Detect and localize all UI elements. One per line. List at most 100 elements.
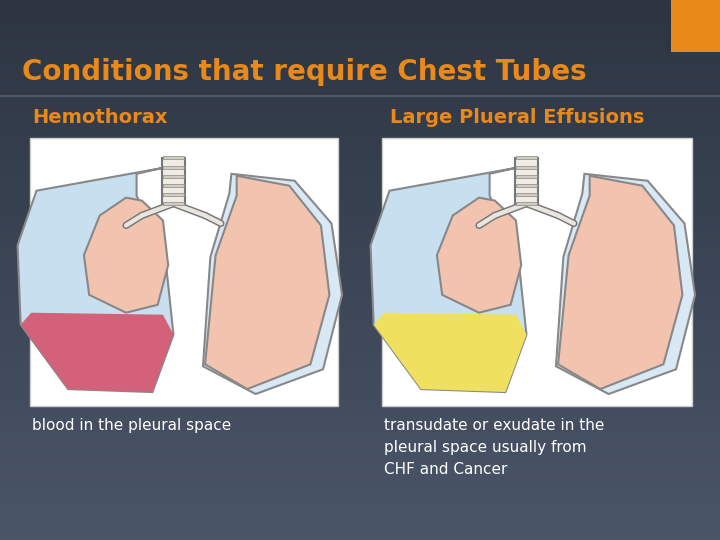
Bar xyxy=(0,162,720,167)
Bar xyxy=(0,416,720,421)
Text: transudate or exudate in the
pleural space usually from
CHF and Cancer: transudate or exudate in the pleural spa… xyxy=(384,418,604,477)
Bar xyxy=(0,205,720,211)
Bar xyxy=(0,464,720,470)
Bar xyxy=(0,248,720,254)
Bar xyxy=(0,11,720,16)
Bar xyxy=(0,43,720,49)
Bar xyxy=(0,76,720,81)
Bar xyxy=(0,238,720,243)
Bar xyxy=(666,0,720,52)
Bar xyxy=(0,200,720,205)
Bar xyxy=(0,302,720,308)
Bar xyxy=(0,313,720,319)
Bar xyxy=(0,5,720,11)
Bar xyxy=(162,158,185,204)
Bar xyxy=(0,535,720,540)
Bar xyxy=(515,158,538,204)
Bar xyxy=(0,22,720,27)
Bar xyxy=(0,259,720,265)
Bar xyxy=(516,175,537,178)
Bar xyxy=(0,410,720,416)
Bar xyxy=(0,281,720,286)
Bar xyxy=(0,243,720,248)
Bar xyxy=(0,49,720,54)
Bar xyxy=(0,86,720,92)
Bar xyxy=(0,232,720,238)
Bar xyxy=(0,421,720,427)
Bar xyxy=(0,459,720,464)
Bar xyxy=(0,292,720,297)
Bar xyxy=(0,394,720,400)
Bar xyxy=(0,113,720,119)
Bar xyxy=(0,146,720,151)
Bar xyxy=(0,513,720,518)
Bar xyxy=(0,373,720,378)
Bar xyxy=(0,389,720,394)
Polygon shape xyxy=(558,176,683,389)
Bar xyxy=(0,335,720,340)
Bar xyxy=(0,437,720,443)
Polygon shape xyxy=(437,198,521,313)
Bar xyxy=(0,324,720,329)
Bar xyxy=(163,175,184,178)
Bar xyxy=(0,443,720,448)
Bar xyxy=(0,297,720,302)
Bar xyxy=(0,92,720,97)
Bar xyxy=(0,286,720,292)
Bar xyxy=(0,329,720,335)
Bar xyxy=(163,193,184,196)
Bar xyxy=(0,211,720,216)
Bar xyxy=(0,178,720,184)
Bar xyxy=(163,166,184,168)
Bar xyxy=(0,491,720,497)
Bar xyxy=(0,454,720,459)
Bar xyxy=(0,427,720,432)
Polygon shape xyxy=(203,174,342,394)
Text: Large Plueral Effusions: Large Plueral Effusions xyxy=(390,108,644,127)
Text: Conditions that require Chest Tubes: Conditions that require Chest Tubes xyxy=(22,58,587,86)
Bar xyxy=(0,194,720,200)
Polygon shape xyxy=(374,313,526,392)
Bar xyxy=(0,59,720,65)
Bar xyxy=(0,135,720,140)
Bar xyxy=(0,351,720,356)
Bar xyxy=(0,497,720,502)
Bar xyxy=(163,184,184,187)
Bar xyxy=(0,151,720,157)
Bar xyxy=(0,221,720,227)
Bar xyxy=(0,124,720,130)
Polygon shape xyxy=(17,168,174,392)
Polygon shape xyxy=(205,176,329,389)
Bar xyxy=(163,202,184,205)
Bar xyxy=(0,254,720,259)
Bar xyxy=(0,157,720,162)
Bar xyxy=(382,138,692,406)
Bar xyxy=(0,140,720,146)
Bar xyxy=(0,65,720,70)
Bar xyxy=(0,70,720,76)
Bar xyxy=(0,189,720,194)
Bar xyxy=(0,275,720,281)
Bar xyxy=(0,97,720,103)
Bar xyxy=(0,378,720,383)
Bar xyxy=(0,405,720,410)
Text: blood in the pleural space: blood in the pleural space xyxy=(32,418,231,433)
Bar xyxy=(666,0,671,52)
Bar xyxy=(0,16,720,22)
Bar xyxy=(0,448,720,454)
Bar xyxy=(516,157,537,159)
Bar xyxy=(0,518,720,524)
Bar xyxy=(0,265,720,270)
Bar xyxy=(0,32,720,38)
Bar xyxy=(0,367,720,373)
Bar xyxy=(0,54,720,59)
Bar xyxy=(0,475,720,481)
Bar xyxy=(0,502,720,508)
Bar xyxy=(0,270,720,275)
Bar xyxy=(0,227,720,232)
Text: Hemothorax: Hemothorax xyxy=(32,108,168,127)
Bar xyxy=(516,193,537,196)
Bar xyxy=(0,346,720,351)
Bar xyxy=(516,202,537,205)
Bar xyxy=(0,524,720,529)
